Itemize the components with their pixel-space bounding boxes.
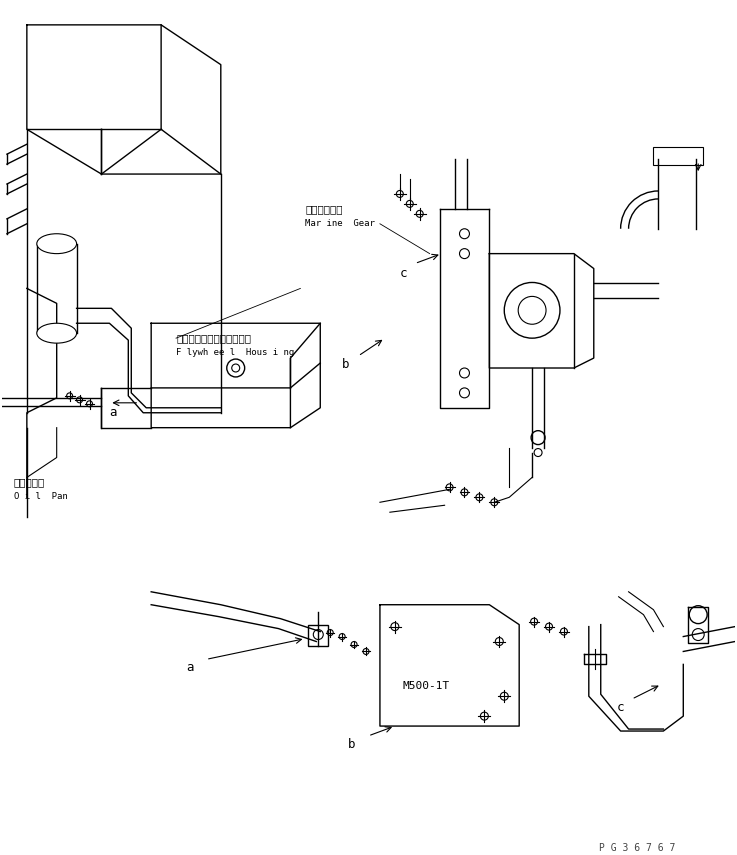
Text: a: a	[109, 406, 117, 419]
Text: フライホイールハウジング: フライホイールハウジング	[176, 333, 251, 343]
Text: b: b	[342, 358, 349, 371]
Text: M500-1T: M500-1T	[403, 681, 450, 692]
Text: c: c	[400, 267, 408, 280]
Text: マリンギヤー: マリンギヤー	[305, 203, 343, 214]
Text: O i l  Pan: O i l Pan	[14, 492, 68, 501]
Bar	[308, 625, 328, 646]
Ellipse shape	[37, 233, 77, 254]
Text: b: b	[348, 738, 356, 751]
Text: Mar ine  Gear: Mar ine Gear	[305, 219, 375, 227]
Text: P G 3 6 7 6 7: P G 3 6 7 6 7	[598, 843, 675, 853]
Text: オイルパン: オイルパン	[14, 477, 45, 487]
Text: a: a	[186, 662, 194, 675]
Text: c: c	[617, 701, 624, 714]
Text: F lywh ee l  Hous i ng: F lywh ee l Hous i ng	[176, 348, 294, 357]
Ellipse shape	[37, 323, 77, 343]
Bar	[654, 147, 703, 165]
